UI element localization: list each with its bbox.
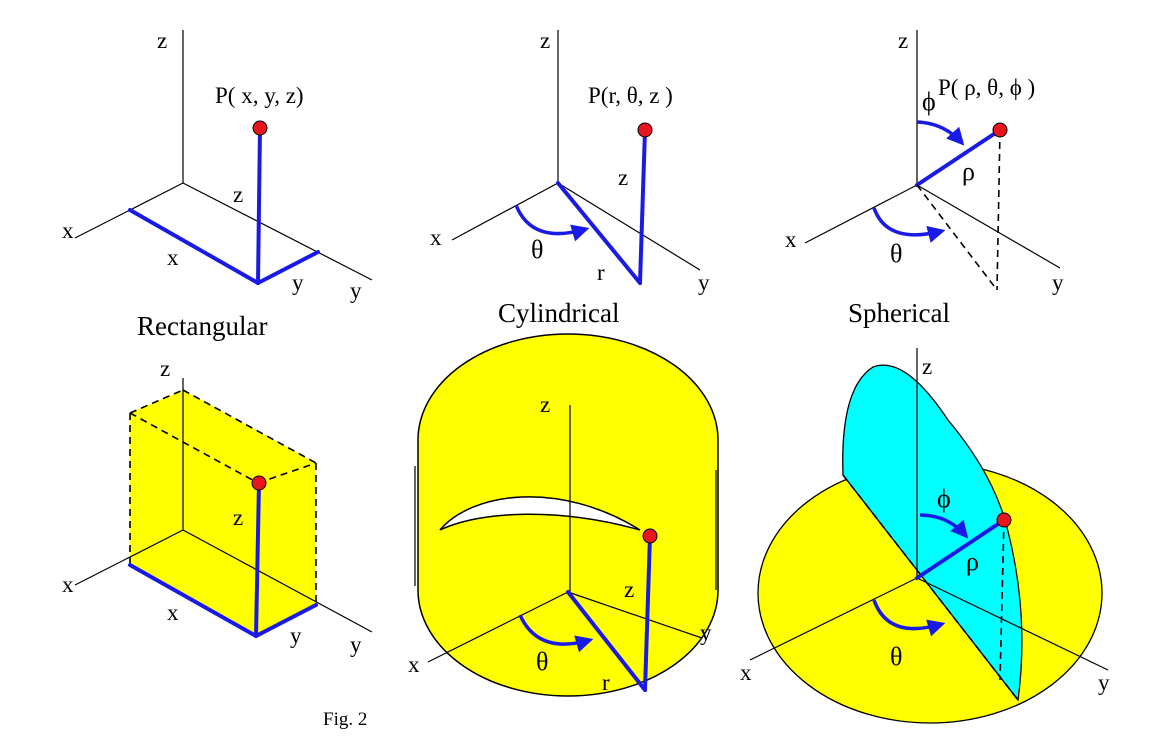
x-axis xyxy=(804,184,918,244)
cylindrical-diagram: z x y P(r, θ, z ) z θ r Cylindrical xyxy=(430,28,710,328)
x-axis-label: x xyxy=(740,660,752,685)
projection-line xyxy=(916,184,998,291)
x-axis-label: x xyxy=(62,572,74,597)
x-axis-label: x xyxy=(785,227,797,252)
y-segment-label: y xyxy=(292,270,304,295)
theta-arc xyxy=(514,204,590,242)
z-segment-label: z xyxy=(233,182,243,207)
spherical-title: Spherical xyxy=(848,298,950,328)
z-segment-label: z xyxy=(233,505,243,530)
box-side-face xyxy=(258,463,316,638)
y-segment xyxy=(254,603,318,638)
point-p xyxy=(251,475,267,491)
x-segment xyxy=(128,563,258,638)
rectangular-solid: z x y z x y xyxy=(62,356,373,657)
figure-caption: Fig. 2 xyxy=(323,709,367,730)
z-segment xyxy=(254,481,261,638)
r-segment-label: r xyxy=(597,260,605,285)
z-segment xyxy=(643,534,652,692)
r-segment xyxy=(556,181,642,285)
y-axis-label: y xyxy=(350,278,362,303)
x-segment-label: x xyxy=(167,600,179,625)
spherical-diagram: z x y P( ρ, θ, ϕ ) ϕ ρ θ Spherical xyxy=(785,28,1064,328)
theta-label: θ xyxy=(536,647,548,676)
box-top-face xyxy=(130,390,316,483)
height-line xyxy=(996,129,1001,291)
phi-arc xyxy=(916,120,965,146)
y-axis xyxy=(567,591,703,639)
rho-label: ρ xyxy=(966,547,979,576)
point-p xyxy=(642,528,658,544)
phi-half-plane xyxy=(842,364,1023,702)
rectangular-diagram: z x y P( x, y, z) z x y Rectangular xyxy=(62,28,373,341)
point-p xyxy=(637,122,653,138)
point-p xyxy=(996,512,1012,528)
x-axis xyxy=(749,577,918,661)
z-segment xyxy=(256,126,262,285)
x-segment-label: x xyxy=(167,245,179,270)
z-segment-label: z xyxy=(624,577,634,602)
z-axis-label: z xyxy=(922,354,932,379)
r-segment-label: r xyxy=(602,670,610,695)
y-segment-label: y xyxy=(290,623,302,648)
point-label: P( x, y, z) xyxy=(215,83,304,108)
phi-arc xyxy=(919,513,969,539)
z-axis-label: z xyxy=(160,356,170,381)
theta-label: θ xyxy=(890,239,902,268)
y-axis xyxy=(182,182,373,281)
box-edge xyxy=(129,412,259,484)
y-axis-label: y xyxy=(700,620,712,645)
height-line xyxy=(999,519,1005,681)
cylindrical-title: Cylindrical xyxy=(498,298,619,328)
x-axis-label: x xyxy=(430,225,442,250)
y-axis xyxy=(182,529,373,633)
z-segment-label: z xyxy=(618,165,628,190)
theta-label: θ xyxy=(531,235,543,264)
theta-arc xyxy=(518,614,594,653)
x-axis xyxy=(74,529,184,586)
theta-label: θ xyxy=(890,642,902,671)
box-edge xyxy=(129,389,184,414)
x-axis-label: x xyxy=(62,218,74,243)
theta-arc xyxy=(872,207,946,243)
point-p xyxy=(252,120,268,136)
y-axis xyxy=(916,577,1109,671)
phi-label: ϕ xyxy=(937,484,951,513)
y-axis xyxy=(916,184,1061,269)
x-axis xyxy=(451,182,559,241)
rho-segment xyxy=(915,518,1006,580)
y-axis-label: y xyxy=(698,270,710,295)
cylindrical-solid: z x y z θ r xyxy=(408,333,719,697)
cylinder-opening xyxy=(439,496,641,531)
y-segment xyxy=(256,250,320,285)
x-axis-label: x xyxy=(408,652,420,677)
rectangular-title: Rectangular xyxy=(137,311,267,341)
rho-label: ρ xyxy=(962,157,975,186)
box-edge xyxy=(182,389,317,464)
theta-arc xyxy=(872,599,946,637)
z-axis-label: z xyxy=(898,28,908,53)
x-axis xyxy=(427,591,569,663)
spherical-solid: z x y ϕ ρ θ xyxy=(740,348,1110,724)
rho-segment xyxy=(915,128,1002,187)
point-p xyxy=(992,122,1008,138)
y-axis-label: y xyxy=(350,632,362,657)
x-segment xyxy=(128,208,260,285)
y-axis-label: y xyxy=(1052,270,1064,295)
z-axis-label: z xyxy=(157,28,167,53)
z-segment xyxy=(638,128,647,285)
y-axis xyxy=(557,182,701,271)
z-axis-label: z xyxy=(540,28,550,53)
point-label: P( ρ, θ, ϕ ) xyxy=(938,75,1035,100)
box-edge xyxy=(257,462,317,484)
z-axis-label: z xyxy=(540,392,550,417)
point-label: P(r, θ, z ) xyxy=(588,83,673,108)
y-axis-label: y xyxy=(1098,670,1110,695)
r-segment xyxy=(566,590,647,692)
phi-label: ϕ xyxy=(922,87,936,116)
